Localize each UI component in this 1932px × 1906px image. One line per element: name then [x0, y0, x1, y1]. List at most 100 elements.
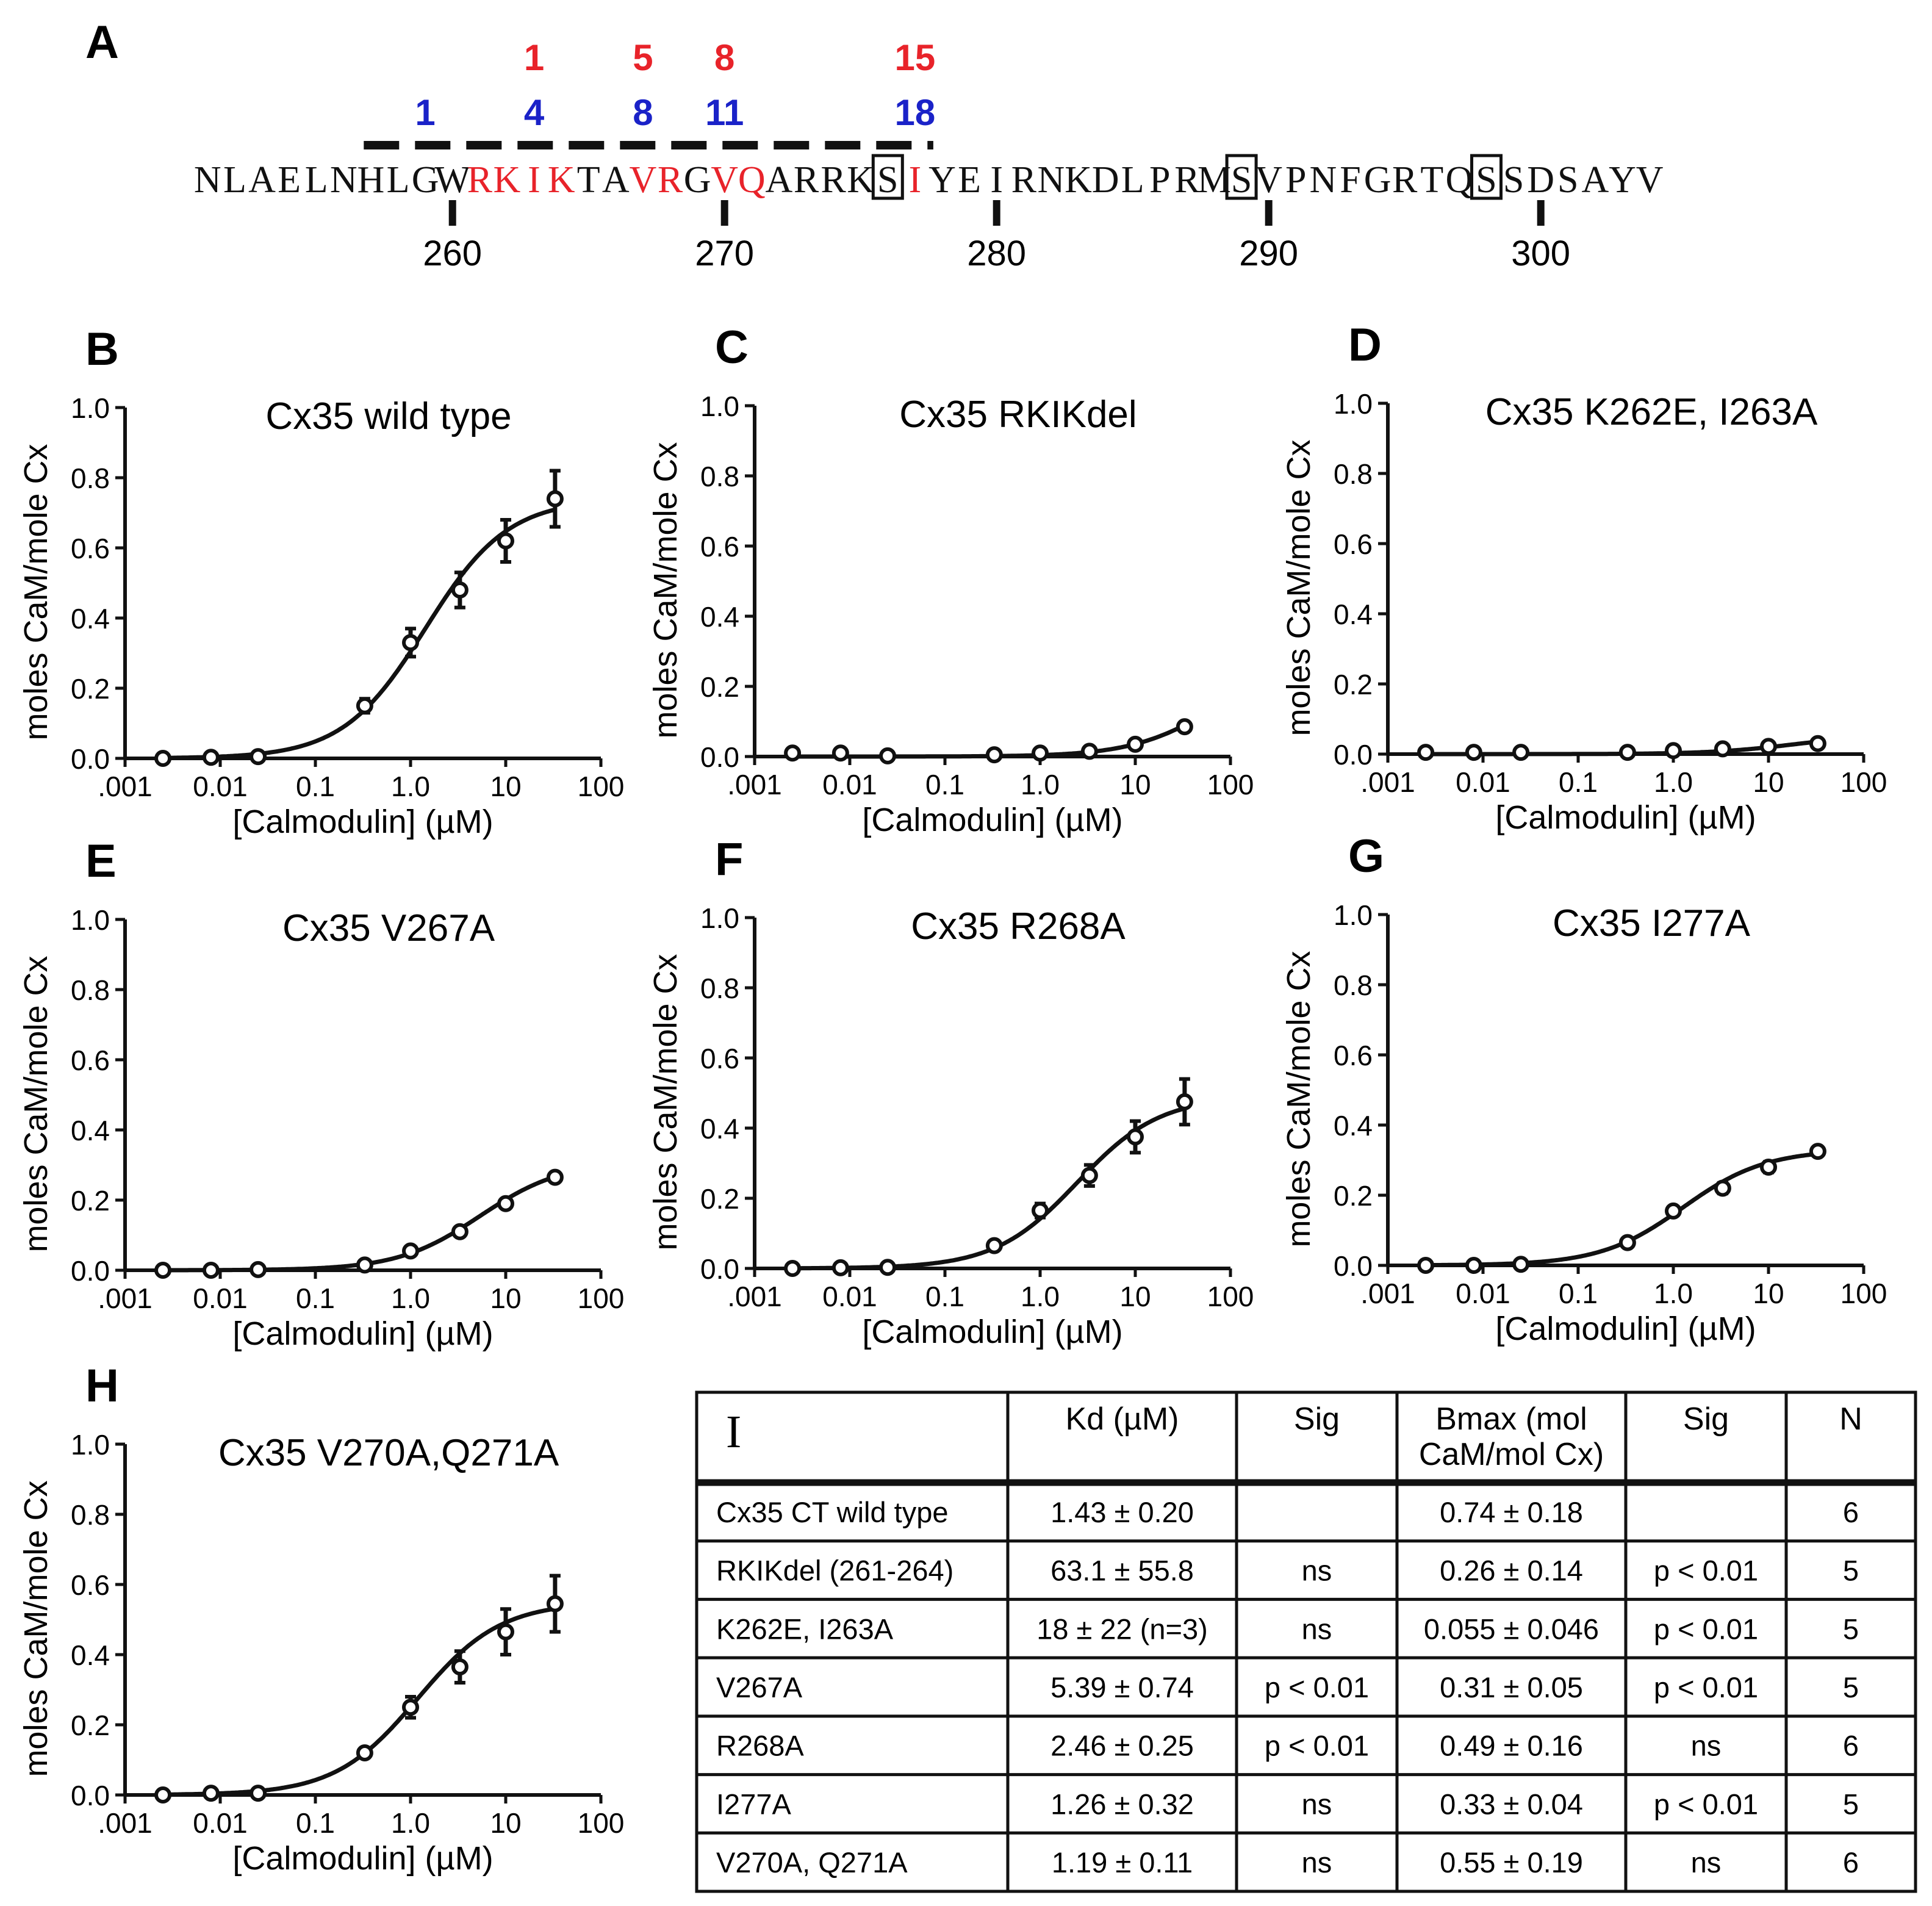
y-tick-label: 1.0	[71, 1429, 110, 1461]
table-row-label: I277A	[716, 1788, 791, 1820]
table-cell: ns	[1691, 1730, 1722, 1762]
sequence-residue: L	[223, 159, 246, 201]
table-cell: 0.74 ± 0.18	[1440, 1496, 1583, 1528]
table-cell: 6	[1843, 1496, 1859, 1528]
x-tick-label: 1.0	[1021, 769, 1060, 800]
data-point	[1809, 735, 1826, 752]
x-tick-label: 1.0	[1021, 1281, 1060, 1312]
y-axis-label: moles CaM/mole Cx	[18, 955, 54, 1252]
y-tick-label: 0.8	[71, 1499, 110, 1531]
data-point	[879, 1259, 897, 1276]
sequence-residue: I	[990, 159, 1003, 201]
sequence-residue: A	[248, 159, 276, 201]
data-point	[451, 1658, 469, 1676]
data-point	[451, 1223, 469, 1240]
chart-title: Cx35 I277A	[1553, 902, 1751, 944]
x-tick-label: 1.0	[391, 1282, 430, 1314]
table-cell: ns	[1302, 1613, 1332, 1645]
y-tick-label: 0.4	[71, 1639, 110, 1671]
sequence-residue: E	[278, 159, 301, 201]
data-point	[985, 1237, 1003, 1254]
position-label: 260	[423, 234, 482, 273]
y-tick-label: 0.6	[71, 1569, 110, 1601]
panel-letter: E	[85, 835, 117, 887]
y-tick-label: 0.2	[700, 671, 739, 703]
x-tick-label: .001	[727, 769, 782, 800]
x-tick-label: 100	[1840, 766, 1887, 798]
data-point	[402, 634, 419, 652]
chart-panel-h: H Cx35 V270A,Q271A 0.0 0.2 0.4 0.6 0.8 1.0 .001 0…	[18, 1360, 624, 1877]
y-tick-label: 0.8	[700, 461, 739, 492]
table-cell: 5.39 ± 0.74	[1050, 1671, 1194, 1703]
table-cell: 0.31 ± 0.05	[1440, 1671, 1583, 1703]
red-motif-number: 8	[714, 37, 734, 78]
red-motif-number: 1	[524, 37, 544, 78]
boxed-residue-frame	[871, 154, 904, 200]
data-point	[154, 1262, 172, 1279]
data-point	[1465, 1257, 1482, 1274]
x-tick-label: 10	[1119, 769, 1151, 800]
sequence-residue: P	[1149, 159, 1170, 201]
data-point	[985, 746, 1003, 764]
x-tick-label: 10	[1753, 1278, 1784, 1309]
sequence-residue: N	[330, 159, 357, 201]
table-cell: ns	[1691, 1846, 1722, 1879]
sequence-residue: N	[194, 159, 221, 201]
table-cell: 5	[1843, 1671, 1859, 1703]
x-tick-label: 0.1	[925, 1281, 964, 1312]
y-axis-label: moles CaM/mole Cx	[18, 1480, 54, 1777]
y-tick-label: 0.8	[700, 973, 739, 1004]
panel-letter: D	[1348, 319, 1382, 371]
data-point	[250, 1260, 267, 1278]
table-cell: 0.33 ± 0.04	[1440, 1788, 1583, 1820]
sequence-residue: G	[412, 159, 439, 201]
x-tick-label: 0.01	[193, 1282, 248, 1314]
sequence-residue: N	[1038, 159, 1065, 201]
y-tick-label: 0.0	[71, 743, 110, 775]
y-tick-label: 0.0	[1334, 739, 1373, 771]
sequence-residue: L	[305, 159, 328, 201]
position-label: 290	[1239, 234, 1298, 273]
y-tick-label: 0.4	[1334, 1110, 1373, 1142]
blue-motif-number: 8	[633, 92, 653, 133]
table-cell: p < 0.01	[1654, 1671, 1758, 1703]
sequence-residue: K	[548, 159, 575, 201]
table-cell: ns	[1302, 1788, 1332, 1820]
data-point	[1127, 735, 1144, 753]
data-point	[154, 750, 172, 767]
y-tick-label: 1.0	[71, 904, 110, 936]
y-tick-label: 0.8	[71, 974, 110, 1006]
x-tick-label: 0.1	[296, 1282, 335, 1314]
panel-letter-i: I	[726, 1406, 741, 1458]
y-tick-label: 1.0	[71, 392, 110, 424]
y-tick-label: 1.0	[700, 902, 739, 934]
data-point	[1809, 1143, 1826, 1160]
sequence-residue: L	[1121, 159, 1144, 201]
data-point	[879, 747, 897, 764]
y-tick-label: 0.2	[71, 673, 110, 705]
sequence-residue: S	[1503, 159, 1524, 201]
sequence-residue: R	[658, 159, 683, 201]
x-tick-label: 10	[490, 771, 521, 802]
sequence-residue: R	[821, 159, 846, 201]
table-cell: 18 ± 22 (n=3)	[1036, 1613, 1208, 1645]
y-tick-label: 0.4	[71, 603, 110, 635]
data-point	[546, 1168, 564, 1186]
x-tick-label: .001	[98, 771, 153, 802]
data-point	[1760, 1159, 1777, 1176]
fit-curve	[163, 1174, 556, 1273]
sequence-residue: D	[1527, 159, 1554, 201]
data-point	[1760, 738, 1777, 755]
sequence-residue: R	[794, 159, 819, 201]
x-tick-label: 100	[1207, 1281, 1254, 1312]
data-point	[356, 1744, 373, 1761]
y-tick-label: 0.6	[1334, 1040, 1373, 1071]
blue-motif-number: 18	[895, 92, 936, 133]
table-cell: ns	[1302, 1846, 1332, 1879]
sequence-residue: R	[1011, 159, 1037, 201]
table-row-label: Cx35 CT wild type	[716, 1496, 949, 1528]
x-tick-label: 1.0	[1654, 766, 1693, 798]
chart-title: Cx35 wild type	[265, 395, 511, 437]
